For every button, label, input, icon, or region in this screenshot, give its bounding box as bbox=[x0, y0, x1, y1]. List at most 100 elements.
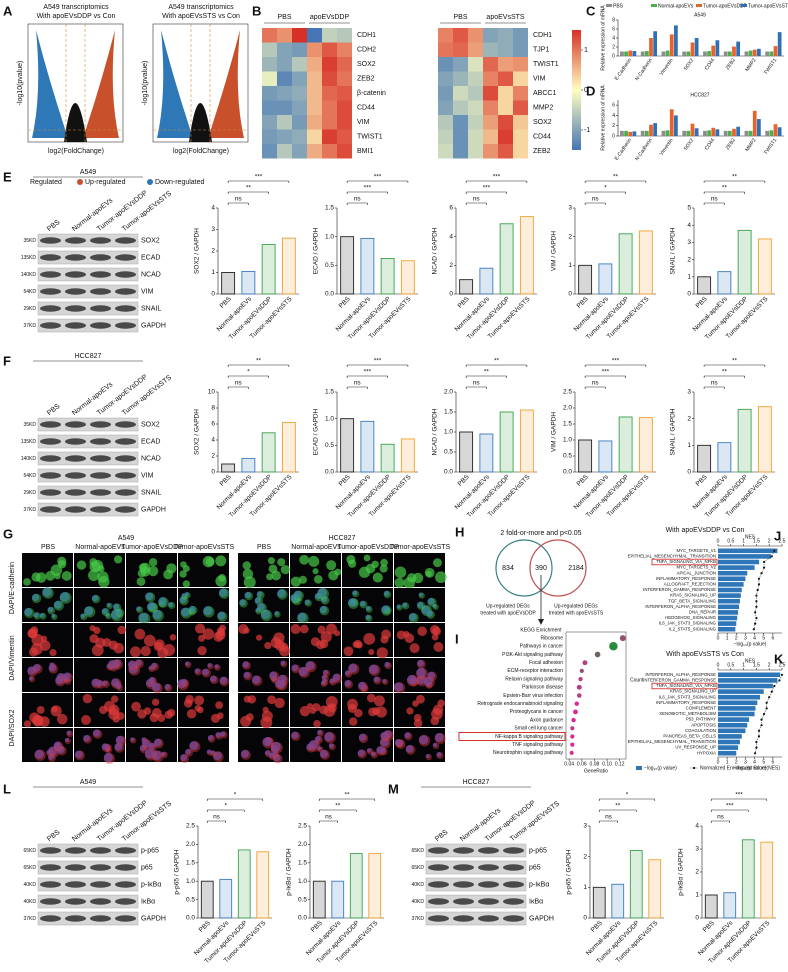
blot-band bbox=[65, 864, 86, 871]
heat-cell bbox=[337, 129, 352, 144]
blot-band bbox=[40, 847, 61, 854]
stain bbox=[113, 603, 122, 612]
bar bbox=[669, 34, 674, 56]
blot-band bbox=[65, 322, 86, 329]
gene-label: ABCC1 bbox=[533, 90, 556, 97]
stain bbox=[39, 612, 47, 620]
stain bbox=[320, 631, 332, 643]
bar bbox=[748, 130, 753, 136]
heat-cell bbox=[307, 100, 322, 115]
blot-strip bbox=[425, 843, 527, 858]
stain bbox=[416, 667, 428, 680]
blot-band bbox=[90, 898, 111, 905]
y-tick-label: Neurotrophin signaling pathway bbox=[493, 750, 564, 756]
blot-band bbox=[65, 915, 86, 922]
blot-band bbox=[65, 881, 86, 888]
blot-band bbox=[478, 864, 499, 871]
bar bbox=[723, 892, 737, 919]
x2-tick-label: 1.5 bbox=[753, 538, 760, 544]
bar bbox=[718, 587, 742, 593]
blot-band bbox=[503, 847, 524, 854]
y-tick-label: NF-kappa B signaling pathway bbox=[495, 734, 563, 740]
nes-dot bbox=[765, 701, 768, 704]
kd-label: 29KD bbox=[23, 306, 36, 312]
nucleus bbox=[188, 605, 196, 613]
row-label: DAPI/E-cadherin bbox=[9, 562, 16, 614]
panel-label: I bbox=[455, 631, 459, 646]
x-tick-label: 0 bbox=[717, 635, 720, 641]
stain bbox=[363, 554, 371, 562]
stain bbox=[107, 659, 120, 672]
dot bbox=[578, 676, 583, 682]
y-tick-label: 1.5 bbox=[298, 860, 307, 867]
stain bbox=[291, 664, 301, 674]
bar bbox=[718, 728, 746, 734]
nucleus bbox=[101, 608, 108, 615]
y-tick-label: ECM-receptor interaction bbox=[507, 668, 563, 674]
sig-label: * bbox=[626, 792, 629, 799]
sig-label: *** bbox=[364, 185, 372, 192]
nucleus bbox=[432, 603, 437, 608]
bar bbox=[703, 130, 707, 136]
heat-cell bbox=[438, 129, 453, 144]
blot-band bbox=[115, 898, 136, 905]
nes-dot bbox=[755, 746, 758, 749]
bar bbox=[618, 233, 633, 295]
stain bbox=[61, 570, 72, 581]
nes-dot bbox=[768, 696, 771, 699]
legend-label: Up-regulated bbox=[85, 179, 126, 186]
bar bbox=[715, 40, 720, 56]
stain bbox=[425, 570, 432, 577]
term-label: HYPOXIA bbox=[697, 750, 716, 755]
band-label: VIM bbox=[141, 472, 154, 479]
bar bbox=[360, 237, 375, 295]
x2-tick-label: 0.5 bbox=[727, 538, 734, 544]
stain bbox=[151, 750, 164, 763]
group-label: PBS bbox=[453, 14, 467, 21]
dot bbox=[576, 693, 582, 698]
column-label: PBS bbox=[257, 544, 271, 551]
bar bbox=[718, 700, 758, 706]
stain bbox=[56, 713, 68, 725]
nucleus bbox=[264, 750, 271, 756]
stain bbox=[406, 707, 414, 715]
heat-cell bbox=[277, 129, 292, 144]
y-tick-label: 4 bbox=[449, 233, 453, 240]
nucleus bbox=[24, 607, 33, 617]
heat-cell bbox=[277, 71, 292, 86]
heat-cell bbox=[498, 100, 513, 115]
heat-cell bbox=[513, 57, 528, 72]
blot-band bbox=[115, 506, 136, 513]
heat-cell bbox=[438, 115, 453, 130]
stain bbox=[365, 614, 373, 622]
bar bbox=[694, 128, 699, 136]
x-tick-label: 1 bbox=[726, 635, 729, 641]
bar bbox=[717, 271, 732, 295]
nucleus bbox=[348, 663, 358, 673]
blot-band bbox=[115, 421, 136, 428]
bar bbox=[718, 717, 750, 722]
blot-band bbox=[90, 271, 111, 278]
bar bbox=[718, 554, 772, 559]
column-label: Tumor-apoEVsSTS bbox=[390, 544, 451, 551]
stain bbox=[317, 746, 324, 753]
nucleus bbox=[417, 659, 424, 667]
bar bbox=[686, 51, 691, 56]
nucleus bbox=[244, 591, 252, 599]
y-tick-label: 4 bbox=[211, 205, 215, 212]
term-label: COMPLEMENT bbox=[686, 706, 717, 711]
plot-title: A549 bbox=[694, 12, 706, 18]
nes-dot bbox=[755, 605, 758, 608]
stain bbox=[194, 695, 205, 706]
group-label: apoEVsSTS bbox=[486, 14, 524, 21]
legend-label: Normal-apoEVs bbox=[658, 3, 694, 9]
stain bbox=[305, 661, 317, 673]
stain bbox=[291, 731, 301, 742]
bar bbox=[748, 50, 753, 56]
blot-band bbox=[65, 489, 86, 496]
x-tick-label: 1 bbox=[726, 759, 729, 765]
sig-label: *** bbox=[612, 358, 620, 365]
bar bbox=[638, 417, 653, 473]
heat-cell bbox=[262, 86, 277, 101]
stain bbox=[139, 562, 151, 574]
